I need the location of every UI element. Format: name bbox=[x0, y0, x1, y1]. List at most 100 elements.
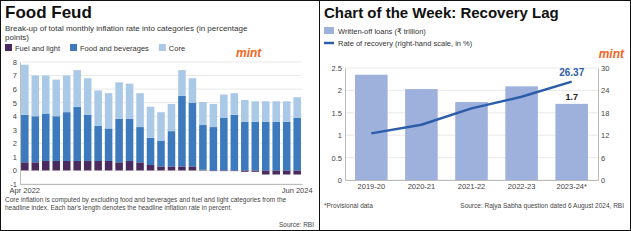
bar-segment bbox=[94, 126, 102, 161]
tick: 18 bbox=[598, 109, 609, 118]
x-axis: 2019-202020-212021-222022-232023-24* bbox=[346, 181, 599, 192]
legend: Fuel and lightFood and beveragesCore bbox=[5, 44, 185, 53]
bar-segment bbox=[84, 115, 92, 161]
tick: 2021-22 bbox=[458, 182, 486, 191]
legend-swatch bbox=[70, 44, 77, 51]
bar-segment bbox=[84, 78, 92, 115]
bar-segment bbox=[126, 84, 134, 119]
tick: 0 bbox=[338, 176, 345, 185]
bar-segment bbox=[178, 166, 186, 170]
bar-segment bbox=[293, 118, 301, 171]
tick-label: 5 bbox=[13, 99, 17, 108]
bar-segment bbox=[293, 97, 301, 117]
tick: 1.5 bbox=[332, 109, 345, 118]
tick-label: 1 bbox=[338, 131, 342, 140]
tick-label: 18 bbox=[601, 109, 609, 118]
bar-segment bbox=[272, 101, 280, 121]
bar-segment bbox=[189, 78, 197, 102]
tick: 5 bbox=[13, 99, 20, 108]
tick-label: 0 bbox=[601, 176, 605, 185]
bar-segment bbox=[115, 162, 123, 170]
tick-label: 7 bbox=[13, 71, 17, 80]
legend-label: Fuel and light bbox=[15, 44, 61, 53]
data-label: 26.37 bbox=[559, 67, 584, 78]
legend-item: Rate of recovery (right-hand scale, in %… bbox=[324, 39, 473, 48]
bar-series bbox=[21, 65, 301, 141]
legend-label: Core bbox=[169, 44, 185, 53]
axis-line bbox=[598, 69, 599, 181]
plot-marks bbox=[21, 65, 301, 175]
tick: 30 bbox=[598, 64, 609, 73]
bar-segment bbox=[199, 125, 207, 170]
legend-swatch bbox=[159, 44, 166, 51]
bar-segment bbox=[105, 93, 113, 128]
tick: 2 bbox=[338, 86, 345, 95]
chart-title: Chart of the Week: Recovery Lag bbox=[324, 4, 559, 21]
tick-label: 2 bbox=[13, 139, 17, 148]
outer-frame bbox=[1, 1, 631, 231]
grid-line bbox=[20, 184, 302, 185]
tick-label: 4 bbox=[13, 112, 17, 121]
bar-segment bbox=[262, 122, 270, 171]
tick-label: 8 bbox=[13, 58, 17, 67]
bar-segment bbox=[262, 170, 270, 174]
bar-segment bbox=[231, 115, 239, 171]
bar-segment bbox=[52, 116, 60, 161]
tick-label: 0.5 bbox=[332, 154, 342, 163]
bar-segment bbox=[94, 90, 102, 125]
bar-segment bbox=[84, 161, 92, 170]
tick: Apr 2022 bbox=[10, 186, 40, 195]
tick-label: 2023-24* bbox=[556, 182, 587, 191]
legend-item: Core bbox=[159, 44, 185, 53]
tick-label: 1.5 bbox=[332, 109, 342, 118]
bar-segment bbox=[293, 170, 301, 174]
bar-segment bbox=[157, 166, 165, 170]
grid-line bbox=[20, 75, 302, 76]
bar-segment bbox=[168, 104, 176, 131]
chart-source: Source: RBI bbox=[279, 221, 314, 228]
tick-label: 6 bbox=[13, 85, 17, 94]
grid-line bbox=[20, 89, 302, 90]
panel-divider bbox=[319, 1, 320, 230]
tick: 2019-20 bbox=[358, 182, 386, 191]
data-labels: 1.7 26.37 bbox=[559, 67, 584, 102]
text-line: Core inflation is computed by excluding … bbox=[5, 196, 288, 204]
axis-line bbox=[345, 69, 346, 181]
bar-segment bbox=[32, 162, 40, 170]
chart-subtitle: Break-up of total monthly inflation rate… bbox=[5, 24, 250, 42]
bar-segment bbox=[63, 76, 71, 113]
chart-note: *Provisional data bbox=[324, 202, 373, 209]
bar-segment bbox=[115, 119, 123, 162]
tick-label: 30 bbox=[601, 64, 609, 73]
bar-segment bbox=[126, 161, 134, 170]
bar-segment bbox=[241, 100, 249, 122]
brand-logo: mint bbox=[599, 47, 625, 61]
bar-segment bbox=[262, 101, 270, 121]
data-label: 1.7 bbox=[565, 92, 578, 102]
legend-swatch bbox=[324, 42, 334, 45]
tick: 4 bbox=[13, 112, 20, 121]
bar-segment bbox=[272, 170, 280, 174]
legend-swatch bbox=[5, 44, 12, 51]
bar-segment bbox=[252, 170, 260, 171]
bar-segment bbox=[220, 118, 228, 171]
bar-segment bbox=[105, 128, 113, 161]
legend-label: Rate of recovery (right-hand scale, in %… bbox=[338, 39, 473, 48]
tick-label: 0 bbox=[338, 176, 342, 185]
tick: 8 bbox=[13, 58, 20, 67]
footer: *Provisional dataSource: Rajya Sabha que… bbox=[324, 202, 624, 210]
bar-series bbox=[355, 75, 588, 180]
bar-segment bbox=[157, 112, 165, 140]
tick: 6 bbox=[598, 154, 605, 163]
bar-segment bbox=[32, 76, 40, 117]
line-series bbox=[371, 82, 571, 134]
tick: 24 bbox=[598, 86, 609, 95]
bar-segment bbox=[168, 166, 176, 170]
text-line: points) bbox=[5, 33, 29, 42]
tick: 0 bbox=[598, 176, 605, 185]
tick: Jun 2024 bbox=[282, 186, 313, 195]
tick-label: 2021-22 bbox=[458, 182, 486, 191]
y2-axis: 0 6 12 18 24 30 bbox=[598, 64, 609, 185]
tick-label: 12 bbox=[601, 131, 609, 140]
bar-segment bbox=[73, 161, 81, 170]
